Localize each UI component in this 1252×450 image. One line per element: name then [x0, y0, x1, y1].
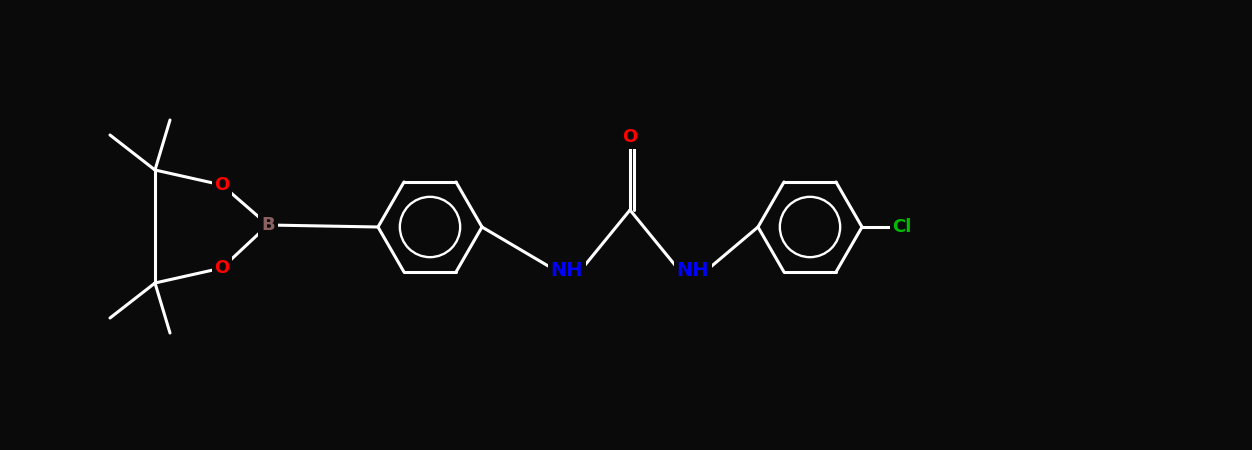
Text: O: O	[214, 259, 229, 277]
Text: B: B	[262, 216, 274, 234]
Text: O: O	[214, 176, 229, 194]
Text: NH: NH	[677, 261, 709, 279]
Text: O: O	[622, 128, 637, 146]
Text: Cl: Cl	[893, 218, 911, 236]
Text: NH: NH	[551, 261, 583, 279]
